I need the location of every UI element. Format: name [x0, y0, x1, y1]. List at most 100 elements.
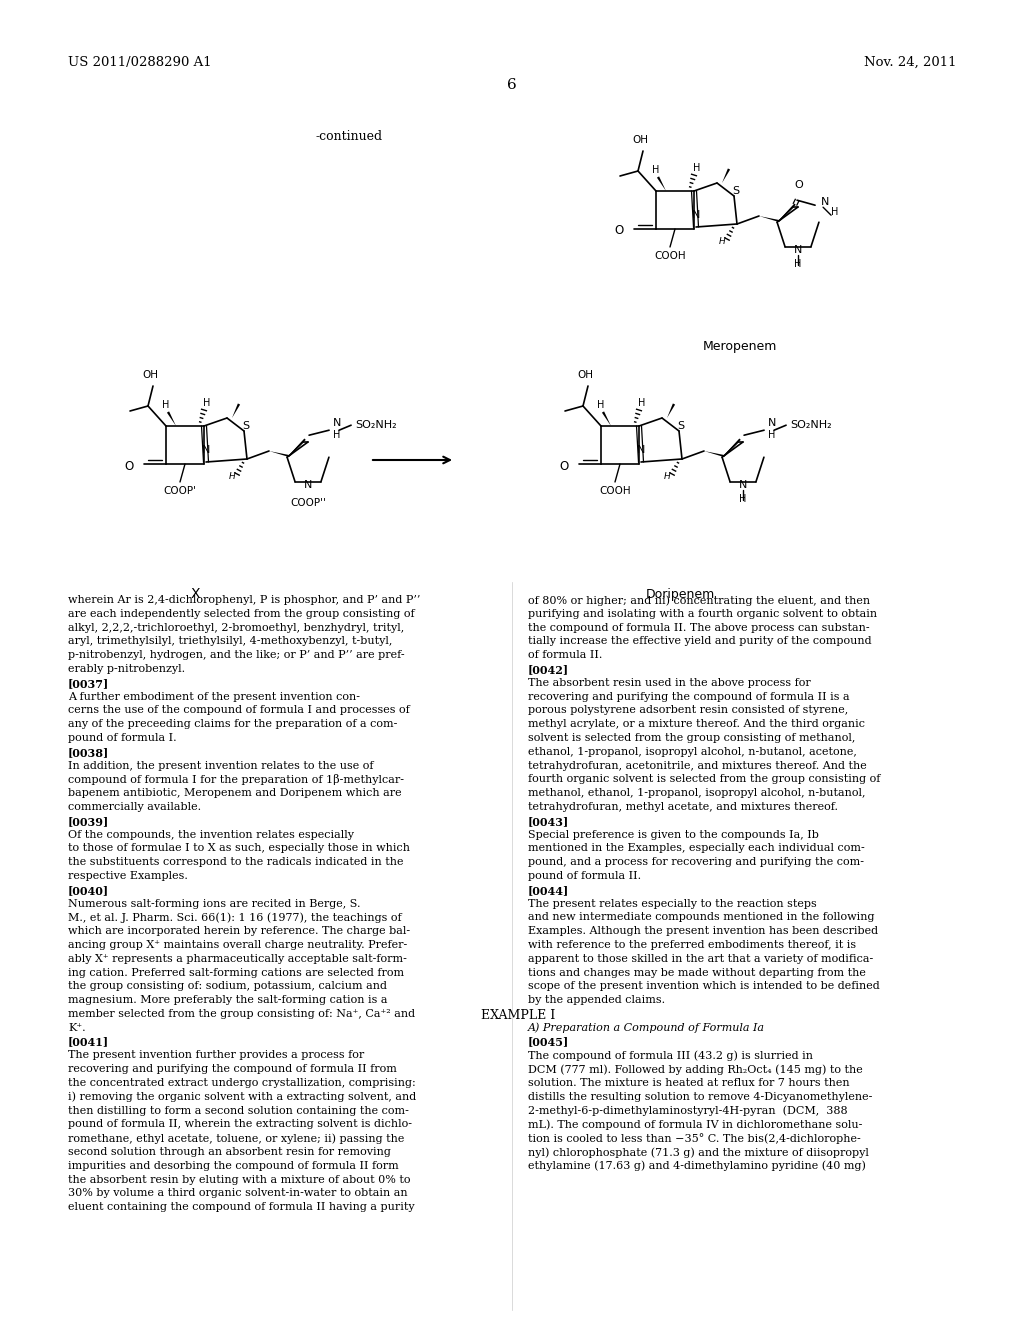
- Text: the compound of formula II. The above process can substan-: the compound of formula II. The above pr…: [528, 623, 869, 632]
- Text: OH: OH: [632, 135, 648, 145]
- Text: The present invention further provides a process for: The present invention further provides a…: [68, 1051, 365, 1060]
- Text: H: H: [652, 165, 659, 176]
- Text: by the appended claims.: by the appended claims.: [528, 995, 666, 1006]
- Text: to those of formulae I to X as such, especially those in which: to those of formulae I to X as such, esp…: [68, 843, 410, 854]
- Text: cerns the use of the compound of formula I and processes of: cerns the use of the compound of formula…: [68, 705, 410, 715]
- Text: O: O: [560, 459, 569, 473]
- Text: COOH: COOH: [599, 486, 631, 496]
- Text: US 2011/0288290 A1: US 2011/0288290 A1: [68, 55, 212, 69]
- Text: tially increase the effective yield and purity of the compound: tially increase the effective yield and …: [528, 636, 871, 647]
- Text: N: N: [202, 445, 210, 455]
- Text: fourth organic solvent is selected from the group consisting of: fourth organic solvent is selected from …: [528, 775, 881, 784]
- Text: pound of formula II.: pound of formula II.: [528, 871, 641, 880]
- Text: N: N: [821, 197, 829, 207]
- Text: Nov. 24, 2011: Nov. 24, 2011: [863, 55, 956, 69]
- Text: aryl, trimethylsilyl, triethylsilyl, 4-methoxybenzyl, t-butyl,: aryl, trimethylsilyl, triethylsilyl, 4-m…: [68, 636, 392, 647]
- Polygon shape: [667, 404, 675, 418]
- Text: pound of formula I.: pound of formula I.: [68, 733, 176, 743]
- Text: tetrahydrofuran, methyl acetate, and mixtures thereof.: tetrahydrofuran, methyl acetate, and mix…: [528, 803, 838, 812]
- Text: Numerous salt-forming ions are recited in Berge, S.: Numerous salt-forming ions are recited i…: [68, 899, 360, 908]
- Text: Of the compounds, the invention relates especially: Of the compounds, the invention relates …: [68, 829, 354, 840]
- Text: H: H: [333, 430, 340, 440]
- Text: ethylamine (17.63 g) and 4-dimethylamino pyridine (40 mg): ethylamine (17.63 g) and 4-dimethylamino…: [528, 1160, 866, 1171]
- Text: second solution through an absorbent resin for removing: second solution through an absorbent res…: [68, 1147, 391, 1158]
- Polygon shape: [269, 451, 289, 457]
- Text: COOP'': COOP'': [290, 498, 326, 508]
- Text: the group consisting of: sodium, potassium, calcium and: the group consisting of: sodium, potassi…: [68, 981, 387, 991]
- Text: [0043]: [0043]: [528, 816, 569, 826]
- Text: and new intermediate compounds mentioned in the following: and new intermediate compounds mentioned…: [528, 912, 874, 923]
- Text: ably X⁺ represents a pharmaceutically acceptable salt-form-: ably X⁺ represents a pharmaceutically ac…: [68, 954, 407, 964]
- Text: N: N: [768, 418, 776, 428]
- Text: p-nitrobenzyl, hydrogen, and the like; or P’ and P’’ are pref-: p-nitrobenzyl, hydrogen, and the like; o…: [68, 651, 404, 660]
- Text: tions and changes may be made without departing from the: tions and changes may be made without de…: [528, 968, 866, 978]
- Text: The absorbent resin used in the above process for: The absorbent resin used in the above pr…: [528, 677, 811, 688]
- Text: [0044]: [0044]: [528, 884, 569, 896]
- Text: commercially available.: commercially available.: [68, 803, 201, 812]
- Text: A) Preparation a Compound of Formula Ia: A) Preparation a Compound of Formula Ia: [528, 1023, 765, 1034]
- Text: SO₂NH₂: SO₂NH₂: [791, 420, 831, 430]
- Text: O: O: [125, 459, 134, 473]
- Text: scope of the present invention which is intended to be defined: scope of the present invention which is …: [528, 981, 880, 991]
- Text: impurities and desorbing the compound of formula II form: impurities and desorbing the compound of…: [68, 1160, 398, 1171]
- Text: S: S: [732, 186, 739, 195]
- Text: distills the resulting solution to remove 4-Dicyanomethylene-: distills the resulting solution to remov…: [528, 1092, 872, 1102]
- Text: porous polystyrene adsorbent resin consisted of styrene,: porous polystyrene adsorbent resin consi…: [528, 705, 848, 715]
- Text: [0041]: [0041]: [68, 1036, 110, 1048]
- Text: magnesium. More preferably the salt-forming cation is a: magnesium. More preferably the salt-form…: [68, 995, 387, 1006]
- Text: Doripenem: Doripenem: [645, 587, 715, 601]
- Text: COOP': COOP': [164, 486, 197, 496]
- Polygon shape: [759, 216, 779, 222]
- Text: H: H: [163, 400, 170, 411]
- Text: H: H: [719, 238, 726, 246]
- Text: O: O: [795, 181, 804, 190]
- Text: 30% by volume a third organic solvent-in-water to obtain an: 30% by volume a third organic solvent-in…: [68, 1188, 408, 1199]
- Text: alkyl, 2,2,2,-trichloroethyl, 2-bromoethyl, benzhydryl, trityl,: alkyl, 2,2,2,-trichloroethyl, 2-bromoeth…: [68, 623, 404, 632]
- Text: O: O: [614, 224, 624, 238]
- Text: bapenem antibiotic, Meropenem and Doripenem which are: bapenem antibiotic, Meropenem and Doripe…: [68, 788, 401, 799]
- Text: of formula II.: of formula II.: [528, 651, 602, 660]
- Text: 6: 6: [507, 78, 517, 92]
- Text: H: H: [638, 399, 646, 408]
- Text: DCM (777 ml). Followed by adding Rh₂Oct₄ (145 mg) to the: DCM (777 ml). Followed by adding Rh₂Oct₄…: [528, 1064, 863, 1074]
- Text: H: H: [229, 473, 236, 480]
- Text: methanol, ethanol, 1-propanol, isopropyl alcohol, n-butanol,: methanol, ethanol, 1-propanol, isopropyl…: [528, 788, 865, 799]
- Text: OH: OH: [142, 370, 158, 380]
- Text: N: N: [304, 480, 312, 490]
- Text: OH: OH: [577, 370, 593, 380]
- Text: The compound of formula III (43.2 g) is slurried in: The compound of formula III (43.2 g) is …: [528, 1051, 813, 1061]
- Text: i) removing the organic solvent with a extracting solvent, and: i) removing the organic solvent with a e…: [68, 1092, 416, 1102]
- Text: pound of formula II, wherein the extracting solvent is dichlo-: pound of formula II, wherein the extract…: [68, 1119, 412, 1130]
- Polygon shape: [167, 412, 176, 426]
- Text: X: X: [190, 587, 200, 601]
- Text: Examples. Although the present invention has been described: Examples. Although the present invention…: [528, 927, 879, 936]
- Text: [0040]: [0040]: [68, 884, 110, 896]
- Text: H: H: [693, 162, 700, 173]
- Text: Special preference is given to the compounds Ia, Ib: Special preference is given to the compo…: [528, 829, 819, 840]
- Text: solution. The mixture is heated at reflux for 7 hours then: solution. The mixture is heated at reflu…: [528, 1078, 850, 1088]
- Text: then distilling to form a second solution containing the com-: then distilling to form a second solutio…: [68, 1106, 409, 1115]
- Text: N: N: [738, 480, 748, 490]
- Text: tion is cooled to less than −35° C. The bis(2,4-dichlorophe-: tion is cooled to less than −35° C. The …: [528, 1133, 861, 1144]
- Text: compound of formula I for the preparation of 1β-methylcar-: compound of formula I for the preparatio…: [68, 775, 404, 785]
- Text: H: H: [739, 494, 746, 504]
- Polygon shape: [777, 203, 796, 222]
- Text: A further embodiment of the present invention con-: A further embodiment of the present inve…: [68, 692, 360, 702]
- Text: the absorbent resin by eluting with a mixture of about 0% to: the absorbent resin by eluting with a mi…: [68, 1175, 411, 1184]
- Text: H: H: [795, 259, 802, 269]
- Text: of 80% or higher; and iii) concentrating the eluent, and then: of 80% or higher; and iii) concentrating…: [528, 595, 870, 606]
- Text: H: H: [768, 430, 775, 440]
- Text: [0037]: [0037]: [68, 677, 110, 689]
- Text: member selected from the group consisting of: Na⁺, Ca⁺² and: member selected from the group consistin…: [68, 1008, 415, 1019]
- Polygon shape: [287, 438, 306, 457]
- Text: Meropenem: Meropenem: [702, 341, 777, 352]
- Text: S: S: [678, 421, 685, 432]
- Text: eluent containing the compound of formula II having a purity: eluent containing the compound of formul…: [68, 1203, 415, 1212]
- Text: apparent to those skilled in the art that a variety of modifica-: apparent to those skilled in the art tha…: [528, 954, 873, 964]
- Text: M., et al. J. Pharm. Sci. 66(1): 1 16 (1977), the teachings of: M., et al. J. Pharm. Sci. 66(1): 1 16 (1…: [68, 912, 401, 923]
- Text: H: H: [664, 473, 671, 480]
- Text: H: H: [204, 399, 211, 408]
- Text: The present relates especially to the reaction steps: The present relates especially to the re…: [528, 899, 817, 908]
- Text: S: S: [243, 421, 250, 432]
- Text: nyl) chlorophosphate (71.3 g) and the mixture of diisopropyl: nyl) chlorophosphate (71.3 g) and the mi…: [528, 1147, 869, 1158]
